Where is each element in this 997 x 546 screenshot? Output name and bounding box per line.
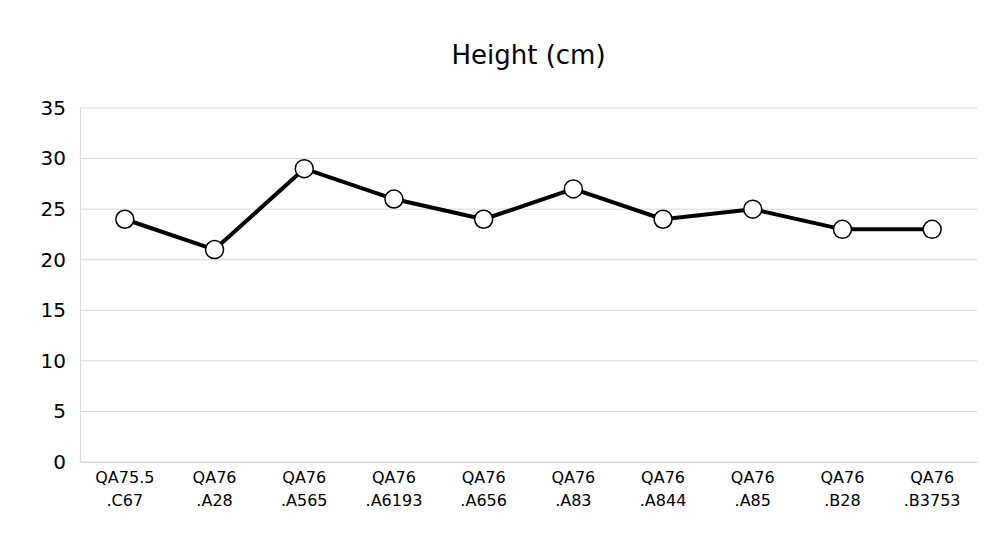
x-tick: QA76.B28 [820, 462, 864, 510]
x-tick-label: QA76.A85 [731, 468, 775, 509]
x-tick: QA76.A85 [731, 462, 775, 510]
x-tick-label: QA76.A656 [460, 468, 507, 509]
point [744, 200, 762, 218]
grid-line [80, 209, 977, 210]
y-axis: 0 5 10 15 20 25 30 35 [41, 96, 81, 474]
x-tick-label: QA75.5.C67 [95, 468, 154, 509]
point [206, 241, 224, 259]
x-axis-line [81, 462, 978, 463]
y-tick-label: 5 [53, 399, 66, 423]
grid-line [80, 310, 977, 311]
grid-line [80, 360, 977, 361]
x-tick: QA76.A844 [640, 462, 687, 510]
x-tick: QA76.A656 [460, 462, 507, 510]
title: Height (cm) [451, 40, 605, 70]
point [833, 220, 851, 238]
x-tick: QA76.B3753 [904, 462, 961, 510]
y-tick-label: 0 [53, 450, 66, 474]
grid-line [80, 158, 977, 159]
x-axis: QA75.5.C67 QA76.A28 QA76.A565 QA76.A6193 QA7… [81, 462, 978, 510]
x-tick-label: QA76.B28 [820, 468, 864, 509]
x-tick: QA75.5.C67 [95, 462, 154, 510]
y-tick: 25 [41, 197, 80, 221]
x-tick-label: QA76.B3753 [904, 468, 961, 509]
x-tick-label: QA76.A28 [193, 468, 237, 509]
y-tick-label: 25 [41, 197, 66, 221]
x-tick: QA76.A6193 [366, 462, 423, 510]
y-tick: 10 [41, 349, 80, 373]
x-tick: QA76.A565 [281, 462, 328, 510]
grid-line [80, 259, 977, 260]
point [923, 220, 941, 238]
x-tick-label: QA76.A565 [281, 468, 328, 509]
plot: 0 5 10 15 20 25 30 35 QA75.5.C67 QA76.A28 QA76.A56… [41, 96, 978, 510]
x-tick-label: QA76.A83 [551, 468, 595, 509]
x-tick-label: QA76.A844 [640, 468, 687, 509]
y-tick-label: 30 [41, 146, 66, 170]
y-tick: 20 [41, 248, 80, 272]
point [564, 180, 582, 198]
point [385, 190, 403, 208]
grid [80, 108, 977, 462]
x-tick: QA76.A28 [193, 462, 237, 510]
y-tick-label: 15 [41, 298, 66, 322]
chart: Height (cm) 0 5 10 15 20 25 30 35 QA75.5.C67 QA76.… [0, 0, 997, 546]
y-tick: 15 [41, 298, 80, 322]
y-tick-label: 20 [41, 248, 66, 272]
point [654, 210, 672, 228]
y-tick: 0 [53, 450, 80, 474]
series [116, 160, 941, 259]
point [475, 210, 493, 228]
y-axis-line [80, 109, 81, 463]
x-tick-label: QA76.A6193 [366, 468, 423, 509]
y-tick: 5 [53, 399, 80, 423]
point [116, 210, 134, 228]
y-tick-label: 35 [41, 96, 66, 120]
y-tick: 30 [41, 146, 80, 170]
y-tick: 35 [41, 96, 80, 120]
line [125, 169, 932, 250]
x-tick: QA76.A83 [551, 462, 595, 510]
y-tick-label: 10 [41, 349, 66, 373]
grid-line [80, 411, 977, 412]
grid-line [80, 108, 977, 109]
point [295, 160, 313, 178]
grid-line [80, 462, 977, 463]
